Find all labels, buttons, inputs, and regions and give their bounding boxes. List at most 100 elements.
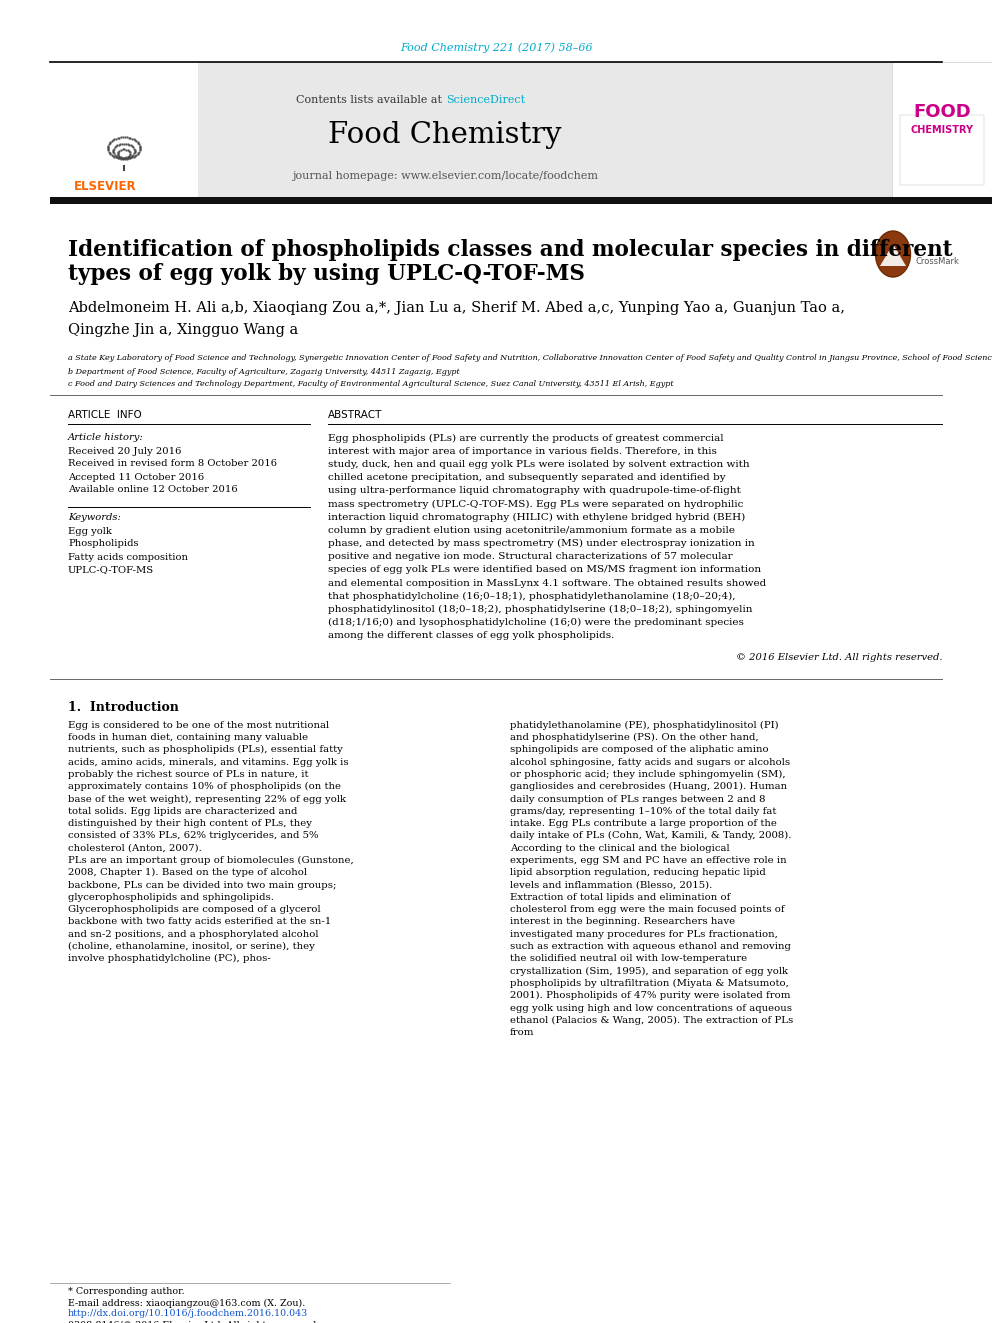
Text: Received in revised form 8 October 2016: Received in revised form 8 October 2016 xyxy=(68,459,277,468)
Text: from: from xyxy=(510,1028,535,1037)
Text: (choline, ethanolamine, inositol, or serine), they: (choline, ethanolamine, inositol, or ser… xyxy=(68,942,314,951)
Text: approximately contains 10% of phospholipids (on the: approximately contains 10% of phospholip… xyxy=(68,782,341,791)
Text: nutrients, such as phospholipids (PLs), essential fatty: nutrients, such as phospholipids (PLs), … xyxy=(68,745,343,754)
Text: species of egg yolk PLs were identified based on MS/MS fragment ion information: species of egg yolk PLs were identified … xyxy=(328,565,761,574)
Text: a State Key Laboratory of Food Science and Technology, Synergetic Innovation Cen: a State Key Laboratory of Food Science a… xyxy=(68,355,992,363)
Text: Food Chemistry 221 (2017) 58–66: Food Chemistry 221 (2017) 58–66 xyxy=(400,42,592,53)
Text: Extraction of total lipids and elimination of: Extraction of total lipids and eliminati… xyxy=(510,893,730,902)
Text: base of the wet weight), representing 22% of egg yolk: base of the wet weight), representing 22… xyxy=(68,794,346,803)
Text: Egg phospholipids (PLs) are currently the products of greatest commercial: Egg phospholipids (PLs) are currently th… xyxy=(328,434,723,443)
Text: and sn-2 positions, and a phosphorylated alcohol: and sn-2 positions, and a phosphorylated… xyxy=(68,930,318,939)
Text: Phospholipids: Phospholipids xyxy=(68,540,139,549)
Bar xyxy=(50,197,992,204)
Text: intake. Egg PLs contribute a large proportion of the: intake. Egg PLs contribute a large propo… xyxy=(510,819,777,828)
Text: column by gradient elution using acetonitrile/ammonium formate as a mobile: column by gradient elution using acetoni… xyxy=(328,527,735,534)
Text: that phosphatidylcholine (16;0–18;1), phosphatidylethanolamine (18;0–20;4),: that phosphatidylcholine (16;0–18;1), ph… xyxy=(328,591,735,601)
Text: cholesterol from egg were the main focused points of: cholesterol from egg were the main focus… xyxy=(510,905,785,914)
Text: Article history:: Article history: xyxy=(68,434,144,442)
Text: PLs are an important group of biomolecules (Gunstone,: PLs are an important group of biomolecul… xyxy=(68,856,354,865)
Text: daily consumption of PLs ranges between 2 and 8: daily consumption of PLs ranges between … xyxy=(510,795,766,803)
Text: According to the clinical and the biological: According to the clinical and the biolog… xyxy=(510,844,730,853)
Text: ScienceDirect: ScienceDirect xyxy=(446,95,525,105)
Text: CrossMark: CrossMark xyxy=(916,258,960,266)
Text: alcohol sphingosine, fatty acids and sugars or alcohols: alcohol sphingosine, fatty acids and sug… xyxy=(510,758,790,766)
Text: or phosphoric acid; they include sphingomyelin (SM),: or phosphoric acid; they include sphingo… xyxy=(510,770,786,779)
Text: probably the richest source of PLs in nature, it: probably the richest source of PLs in na… xyxy=(68,770,309,779)
Text: Egg yolk: Egg yolk xyxy=(68,527,112,536)
Text: http://dx.doi.org/10.1016/j.foodchem.2016.10.043: http://dx.doi.org/10.1016/j.foodchem.201… xyxy=(68,1310,309,1319)
Text: c Food and Dairy Sciences and Technology Department, Faculty of Environmental Ag: c Food and Dairy Sciences and Technology… xyxy=(68,380,674,388)
Text: 1.  Introduction: 1. Introduction xyxy=(68,701,179,713)
Text: daily intake of PLs (Cohn, Wat, Kamili, & Tandy, 2008).: daily intake of PLs (Cohn, Wat, Kamili, … xyxy=(510,831,792,840)
Text: total solids. Egg lipids are characterized and: total solids. Egg lipids are characteriz… xyxy=(68,807,298,816)
Text: Food Chemistry: Food Chemistry xyxy=(328,120,561,149)
Text: cholesterol (Anton, 2007).: cholesterol (Anton, 2007). xyxy=(68,844,202,853)
Text: interest with major area of importance in various fields. Therefore, in this: interest with major area of importance i… xyxy=(328,447,717,455)
Text: among the different classes of egg yolk phospholipids.: among the different classes of egg yolk … xyxy=(328,631,614,640)
Text: Egg is considered to be one of the most nutritional: Egg is considered to be one of the most … xyxy=(68,721,329,730)
Bar xyxy=(900,115,984,185)
Text: Received 20 July 2016: Received 20 July 2016 xyxy=(68,446,182,455)
Text: (d18;1/16;0) and lysophosphatidylcholine (16;0) were the predominant species: (d18;1/16;0) and lysophosphatidylcholine… xyxy=(328,618,744,627)
Text: * Corresponding author.: * Corresponding author. xyxy=(68,1287,185,1297)
Text: glycerophospholipids and sphingolipids.: glycerophospholipids and sphingolipids. xyxy=(68,893,274,902)
Text: phase, and detected by mass spectrometry (MS) under electrospray ionization in: phase, and detected by mass spectrometry… xyxy=(328,538,755,548)
Text: ABSTRACT: ABSTRACT xyxy=(328,410,382,419)
Text: chilled acetone precipitation, and subsequently separated and identified by: chilled acetone precipitation, and subse… xyxy=(328,474,725,482)
Text: and phosphatidylserine (PS). On the other hand,: and phosphatidylserine (PS). On the othe… xyxy=(510,733,759,742)
Bar xyxy=(50,62,892,198)
Text: consisted of 33% PLs, 62% triglycerides, and 5%: consisted of 33% PLs, 62% triglycerides,… xyxy=(68,831,318,840)
Text: FOOD: FOOD xyxy=(913,103,971,120)
Text: foods in human diet, containing many valuable: foods in human diet, containing many val… xyxy=(68,733,309,742)
Text: crystallization (Sim, 1995), and separation of egg yolk: crystallization (Sim, 1995), and separat… xyxy=(510,967,788,976)
Text: levels and inflammation (Blesso, 2015).: levels and inflammation (Blesso, 2015). xyxy=(510,881,712,889)
Text: study, duck, hen and quail egg yolk PLs were isolated by solvent extraction with: study, duck, hen and quail egg yolk PLs … xyxy=(328,460,750,468)
Text: interest in the beginning. Researchers have: interest in the beginning. Researchers h… xyxy=(510,917,735,926)
Text: investigated many procedures for PLs fractionation,: investigated many procedures for PLs fra… xyxy=(510,930,778,939)
Text: phospholipids by ultrafiltration (Miyata & Matsumoto,: phospholipids by ultrafiltration (Miyata… xyxy=(510,979,789,988)
Text: backbone with two fatty acids esterified at the sn-1: backbone with two fatty acids esterified… xyxy=(68,917,331,926)
Text: UPLC-Q-TOF-MS: UPLC-Q-TOF-MS xyxy=(68,565,154,574)
Text: Contents lists available at: Contents lists available at xyxy=(296,95,445,105)
Text: © 2016 Elsevier Ltd. All rights reserved.: © 2016 Elsevier Ltd. All rights reserved… xyxy=(735,652,942,662)
Text: acids, amino acids, minerals, and vitamins. Egg yolk is: acids, amino acids, minerals, and vitami… xyxy=(68,758,348,766)
Text: positive and negative ion mode. Structural characterizations of 57 molecular: positive and negative ion mode. Structur… xyxy=(328,552,733,561)
Text: distinguished by their high content of PLs, they: distinguished by their high content of P… xyxy=(68,819,312,828)
Text: Identification of phospholipids classes and molecular species in different: Identification of phospholipids classes … xyxy=(68,239,952,261)
Text: interaction liquid chromatography (HILIC) with ethylene bridged hybrid (BEH): interaction liquid chromatography (HILIC… xyxy=(328,512,745,521)
Text: 2001). Phospholipids of 47% purity were isolated from: 2001). Phospholipids of 47% purity were … xyxy=(510,991,791,1000)
Text: 2008, Chapter 1). Based on the type of alcohol: 2008, Chapter 1). Based on the type of a… xyxy=(68,868,307,877)
Text: journal homepage: www.elsevier.com/locate/foodchem: journal homepage: www.elsevier.com/locat… xyxy=(292,171,598,181)
Text: egg yolk using high and low concentrations of aqueous: egg yolk using high and low concentratio… xyxy=(510,1004,792,1012)
Text: involve phosphatidylcholine (PC), phos-: involve phosphatidylcholine (PC), phos- xyxy=(68,954,271,963)
Text: types of egg yolk by using UPLC-Q-TOF-MS: types of egg yolk by using UPLC-Q-TOF-MS xyxy=(68,263,585,284)
Text: b Department of Food Science, Faculty of Agriculture, Zagazig University, 44511 : b Department of Food Science, Faculty of… xyxy=(68,368,459,376)
Text: Available online 12 October 2016: Available online 12 October 2016 xyxy=(68,486,238,495)
Text: the solidified neutral oil with low-temperature: the solidified neutral oil with low-temp… xyxy=(510,954,747,963)
Text: CHEMISTRY: CHEMISTRY xyxy=(911,124,973,135)
Ellipse shape xyxy=(876,232,911,277)
Text: ELSEVIER: ELSEVIER xyxy=(73,180,136,193)
Text: ethanol (Palacios & Wang, 2005). The extraction of PLs: ethanol (Palacios & Wang, 2005). The ext… xyxy=(510,1016,794,1025)
Text: ARTICLE  INFO: ARTICLE INFO xyxy=(68,410,142,419)
Text: backbone, PLs can be divided into two main groups;: backbone, PLs can be divided into two ma… xyxy=(68,881,336,889)
Text: sphingolipids are composed of the aliphatic amino: sphingolipids are composed of the alipha… xyxy=(510,745,769,754)
Text: Glycerophospholipids are composed of a glycerol: Glycerophospholipids are composed of a g… xyxy=(68,905,320,914)
Text: lipid absorption regulation, reducing hepatic lipid: lipid absorption regulation, reducing he… xyxy=(510,868,766,877)
Bar xyxy=(50,62,198,198)
Bar xyxy=(892,62,992,198)
Text: Fatty acids composition: Fatty acids composition xyxy=(68,553,188,561)
Text: Qingzhe Jin a, Xingguo Wang a: Qingzhe Jin a, Xingguo Wang a xyxy=(68,323,299,337)
Text: and elemental composition in MassLynx 4.1 software. The obtained results showed: and elemental composition in MassLynx 4.… xyxy=(328,578,766,587)
Text: gangliosides and cerebrosides (Huang, 2001). Human: gangliosides and cerebrosides (Huang, 20… xyxy=(510,782,787,791)
Text: phatidylethanolamine (PE), phosphatidylinositol (PI): phatidylethanolamine (PE), phosphatidyli… xyxy=(510,721,779,730)
Text: Abdelmoneim H. Ali a,b, Xiaoqiang Zou a,*, Jian Lu a, Sherif M. Abed a,c, Yunpin: Abdelmoneim H. Ali a,b, Xiaoqiang Zou a,… xyxy=(68,302,845,315)
Text: phosphatidylinositol (18;0–18;2), phosphatidylserine (18;0–18;2), sphingomyelin: phosphatidylinositol (18;0–18;2), phosph… xyxy=(328,605,753,614)
Text: E-mail address: xiaoqiangzou@163.com (X. Zou).: E-mail address: xiaoqiangzou@163.com (X.… xyxy=(68,1298,306,1307)
Text: experiments, egg SM and PC have an effective role in: experiments, egg SM and PC have an effec… xyxy=(510,856,787,865)
Text: grams/day, representing 1–10% of the total daily fat: grams/day, representing 1–10% of the tot… xyxy=(510,807,777,816)
Text: Keywords:: Keywords: xyxy=(68,513,121,523)
Text: using ultra-performance liquid chromatography with quadrupole-time-of-flight: using ultra-performance liquid chromatog… xyxy=(328,487,741,495)
Polygon shape xyxy=(880,243,906,266)
Text: Accepted 11 October 2016: Accepted 11 October 2016 xyxy=(68,472,204,482)
